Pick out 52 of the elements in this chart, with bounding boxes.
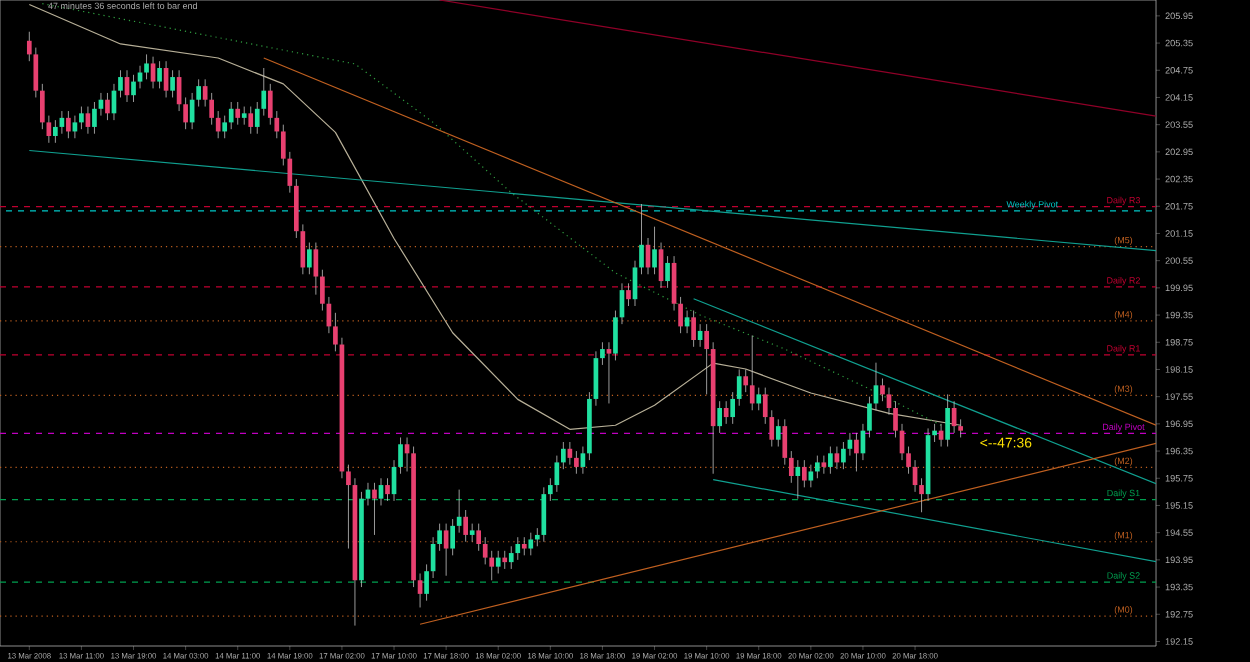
candlestick — [815, 455, 820, 479]
candlestick — [828, 446, 833, 475]
candlestick — [756, 387, 762, 411]
candlestick — [717, 400, 723, 434]
candlestick — [222, 115, 228, 139]
candlestick — [476, 523, 482, 552]
candlestick — [782, 418, 788, 466]
candlestick — [723, 400, 729, 425]
candlestick — [561, 441, 566, 470]
candlestick — [521, 536, 527, 556]
candlestick — [691, 310, 696, 348]
candlestick — [515, 536, 521, 561]
candlestick — [495, 550, 501, 574]
candlestick — [541, 486, 547, 543]
candlestick — [508, 545, 514, 570]
candlestick — [66, 110, 71, 139]
candlestick — [469, 523, 475, 543]
candlestick — [801, 459, 807, 488]
candlestick — [157, 60, 162, 89]
candlestick — [574, 450, 579, 475]
candlestick — [945, 394, 950, 447]
candlestick — [736, 369, 742, 407]
candlestick — [528, 532, 534, 556]
candlestick — [92, 101, 97, 135]
candlestick — [241, 106, 247, 126]
candlestick — [808, 464, 814, 488]
candlestick — [53, 119, 58, 144]
candlestick — [170, 69, 175, 98]
candlestick — [730, 391, 736, 425]
candlestick — [307, 242, 312, 275]
candlestick — [79, 106, 84, 130]
candlestick — [235, 101, 241, 126]
candlestick — [385, 477, 390, 502]
candlestick — [372, 482, 377, 536]
candlestick — [248, 106, 254, 135]
candlestick — [131, 74, 136, 103]
candlestick — [228, 101, 234, 130]
candlestick — [652, 226, 657, 275]
candlestick — [626, 282, 631, 307]
candlestick — [743, 369, 749, 393]
candlestick — [215, 110, 221, 139]
candlestick — [606, 341, 612, 404]
candlestick — [749, 335, 755, 411]
candlestick — [795, 459, 801, 500]
candlestick — [841, 441, 846, 470]
candlestick — [502, 550, 508, 570]
candlestick — [665, 255, 670, 289]
candlestick — [821, 455, 827, 475]
candlestick — [105, 92, 110, 121]
candlestick — [144, 53, 149, 80]
candlestick — [854, 432, 859, 472]
candlestick — [775, 418, 781, 447]
